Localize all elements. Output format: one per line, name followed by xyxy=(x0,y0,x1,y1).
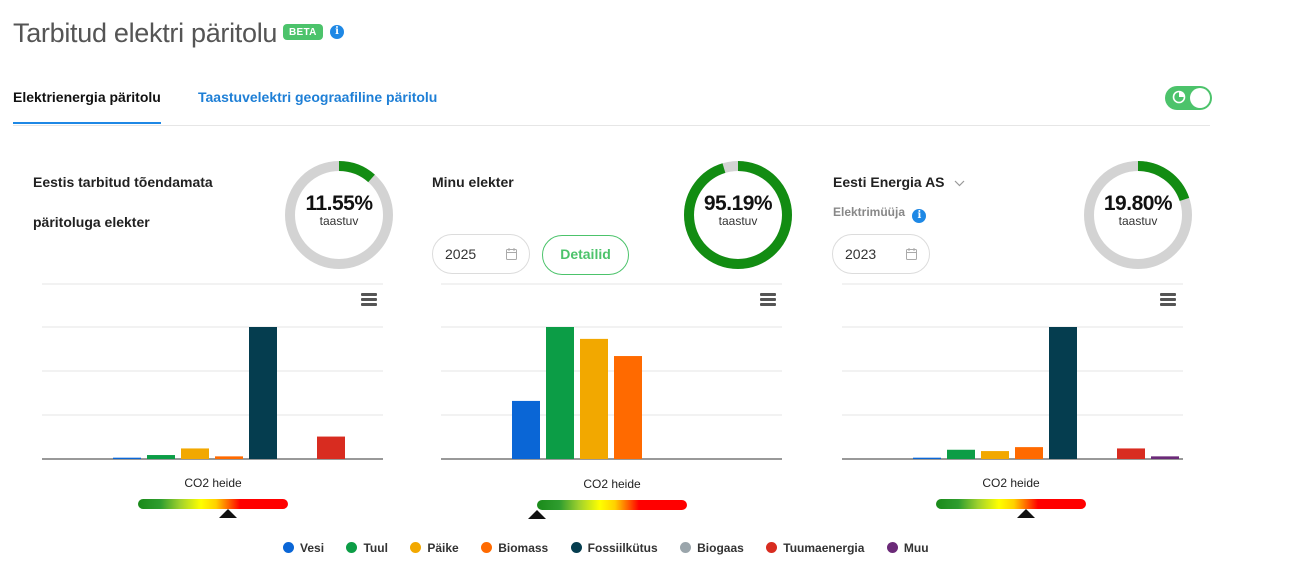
legend-label: Tuul xyxy=(363,541,388,555)
legend-label: Vesi xyxy=(300,541,325,555)
bar-tuul[interactable] xyxy=(546,327,574,459)
legend-item-vesi[interactable]: Vesi xyxy=(283,541,324,555)
renewable-donut: 19.80% taastuv xyxy=(1083,160,1193,270)
legend-item-biogaas[interactable]: Biogaas xyxy=(680,541,744,555)
donut-arc xyxy=(285,161,393,269)
co2-scale xyxy=(138,499,288,518)
legend-item-paike[interactable]: Päike xyxy=(410,541,459,555)
bar-muu[interactable] xyxy=(1151,456,1179,459)
co2-label: CO2 heide xyxy=(184,476,242,490)
legend-item-tuul[interactable]: Tuul xyxy=(346,541,388,555)
legend-label: Muu xyxy=(903,541,929,555)
co2-scale xyxy=(528,500,687,519)
chart-menu-icon[interactable] xyxy=(760,293,776,306)
bar-chart-1 xyxy=(40,280,385,470)
bar-fossiilkütus[interactable] xyxy=(249,327,277,459)
chevron-down-icon xyxy=(954,180,965,187)
year-value: 2023 xyxy=(845,246,877,262)
bar-biomass[interactable] xyxy=(1015,447,1043,459)
legend-dot xyxy=(570,542,582,553)
bar-vesi[interactable] xyxy=(913,457,941,459)
legend-label: Tuumaenergia xyxy=(783,541,865,555)
bar-chart-svg xyxy=(441,283,782,460)
tab-taastuvelektri-geograafiline-paritolu[interactable]: Taastuvelektri geograafiline päritolu xyxy=(198,89,438,105)
legend-label: Biomass xyxy=(498,541,549,555)
donut-percent: 95.19% xyxy=(703,192,773,215)
toggle-knob xyxy=(1190,88,1210,108)
beta-badge: BETA xyxy=(283,24,323,40)
bar-fossiilkütus[interactable] xyxy=(1049,327,1077,459)
donut-label: taastuv xyxy=(1118,214,1158,228)
bar-päike[interactable] xyxy=(981,451,1009,459)
seller-name: Eesti Energia AS xyxy=(833,174,945,190)
legend-dot xyxy=(766,542,778,553)
legend-dot xyxy=(410,542,422,553)
view-toggle[interactable] xyxy=(1165,86,1212,110)
bar-tuul[interactable] xyxy=(147,455,175,459)
bar-päike[interactable] xyxy=(580,338,608,459)
donut-percent: 19.80% xyxy=(1103,192,1173,215)
bar-päike[interactable] xyxy=(181,448,209,459)
donut-arc xyxy=(684,161,792,269)
legend-label: Biogaas xyxy=(697,541,744,555)
bar-biomass[interactable] xyxy=(614,356,642,459)
co2-marker xyxy=(1017,509,1035,518)
legend-label: Fossiilkütus xyxy=(587,541,658,555)
bar-tuumaenergia[interactable] xyxy=(317,436,345,459)
page-title: Tarbitud elektri päritolu xyxy=(13,18,278,48)
renewable-donut: 11.55% taastuv xyxy=(284,160,394,270)
bar-chart-3 xyxy=(840,280,1185,470)
tab-elektrienergia-paritolu[interactable]: Elektrienergia päritolu xyxy=(13,89,161,124)
donut-label: taastuv xyxy=(718,214,758,228)
co2-marker xyxy=(219,509,237,518)
panel1-title-line1: Eestis tarbitud tõendamata xyxy=(33,174,213,190)
calendar-icon xyxy=(506,248,517,260)
bar-chart-svg xyxy=(42,283,383,460)
bar-tuul[interactable] xyxy=(947,449,975,459)
legend-item-fossiilkutus[interactable]: Fossiilkütus xyxy=(570,541,658,555)
legend-item-tuumaenergia[interactable]: Tuumaenergia xyxy=(766,541,864,555)
chart-menu-icon[interactable] xyxy=(361,293,377,306)
legend-item-biomass[interactable]: Biomass xyxy=(481,541,548,555)
chart-menu-icon[interactable] xyxy=(1160,293,1176,306)
donut-label: taastuv xyxy=(319,214,359,228)
legend-dot xyxy=(481,542,493,553)
renewable-donut: 95.19% taastuv xyxy=(683,160,793,270)
year-select[interactable]: 2025 xyxy=(432,234,530,274)
bar-chart-2 xyxy=(439,280,784,470)
seller-subtitle: Elektrimüüja i xyxy=(833,205,927,223)
legend-item-muu[interactable]: Muu xyxy=(886,541,929,555)
pie-chart-icon xyxy=(1172,90,1186,104)
bar-biomass[interactable] xyxy=(215,456,243,459)
seller-subtitle-text: Elektrimüüja xyxy=(833,205,906,219)
co2-label: CO2 heide xyxy=(583,477,641,491)
co2-scale xyxy=(936,499,1086,518)
legend-dot xyxy=(680,542,692,553)
legend-label: Päike xyxy=(427,541,459,555)
calendar-icon xyxy=(906,248,917,260)
chart-legend: Vesi Tuul Päike Biomass Fossiilkütus Bio… xyxy=(283,541,947,557)
panel1-title-line2: päritoluga elekter xyxy=(33,214,150,230)
seller-select[interactable]: Eesti Energia AS xyxy=(833,162,965,202)
bar-tuumaenergia[interactable] xyxy=(1117,448,1145,459)
info-icon[interactable]: i xyxy=(330,25,344,39)
year-value: 2025 xyxy=(445,246,477,262)
legend-dot xyxy=(283,542,294,553)
info-icon[interactable]: i xyxy=(912,209,927,223)
co2-label: CO2 heide xyxy=(982,476,1040,490)
donut-arc xyxy=(1084,161,1192,269)
legend-dot xyxy=(886,542,898,553)
bar-vesi[interactable] xyxy=(512,400,540,459)
year-select[interactable]: 2023 xyxy=(832,234,930,274)
details-button[interactable]: Detailid xyxy=(542,235,629,275)
tab-bar: Elektrienergia päritolu Taastuvelektri g… xyxy=(13,86,1210,126)
panel2-title: Minu elekter xyxy=(432,174,514,190)
bar-chart-svg xyxy=(842,283,1183,460)
co2-marker xyxy=(528,510,546,519)
legend-dot xyxy=(346,542,358,553)
donut-percent: 11.55% xyxy=(305,192,373,215)
bar-vesi[interactable] xyxy=(113,457,141,459)
